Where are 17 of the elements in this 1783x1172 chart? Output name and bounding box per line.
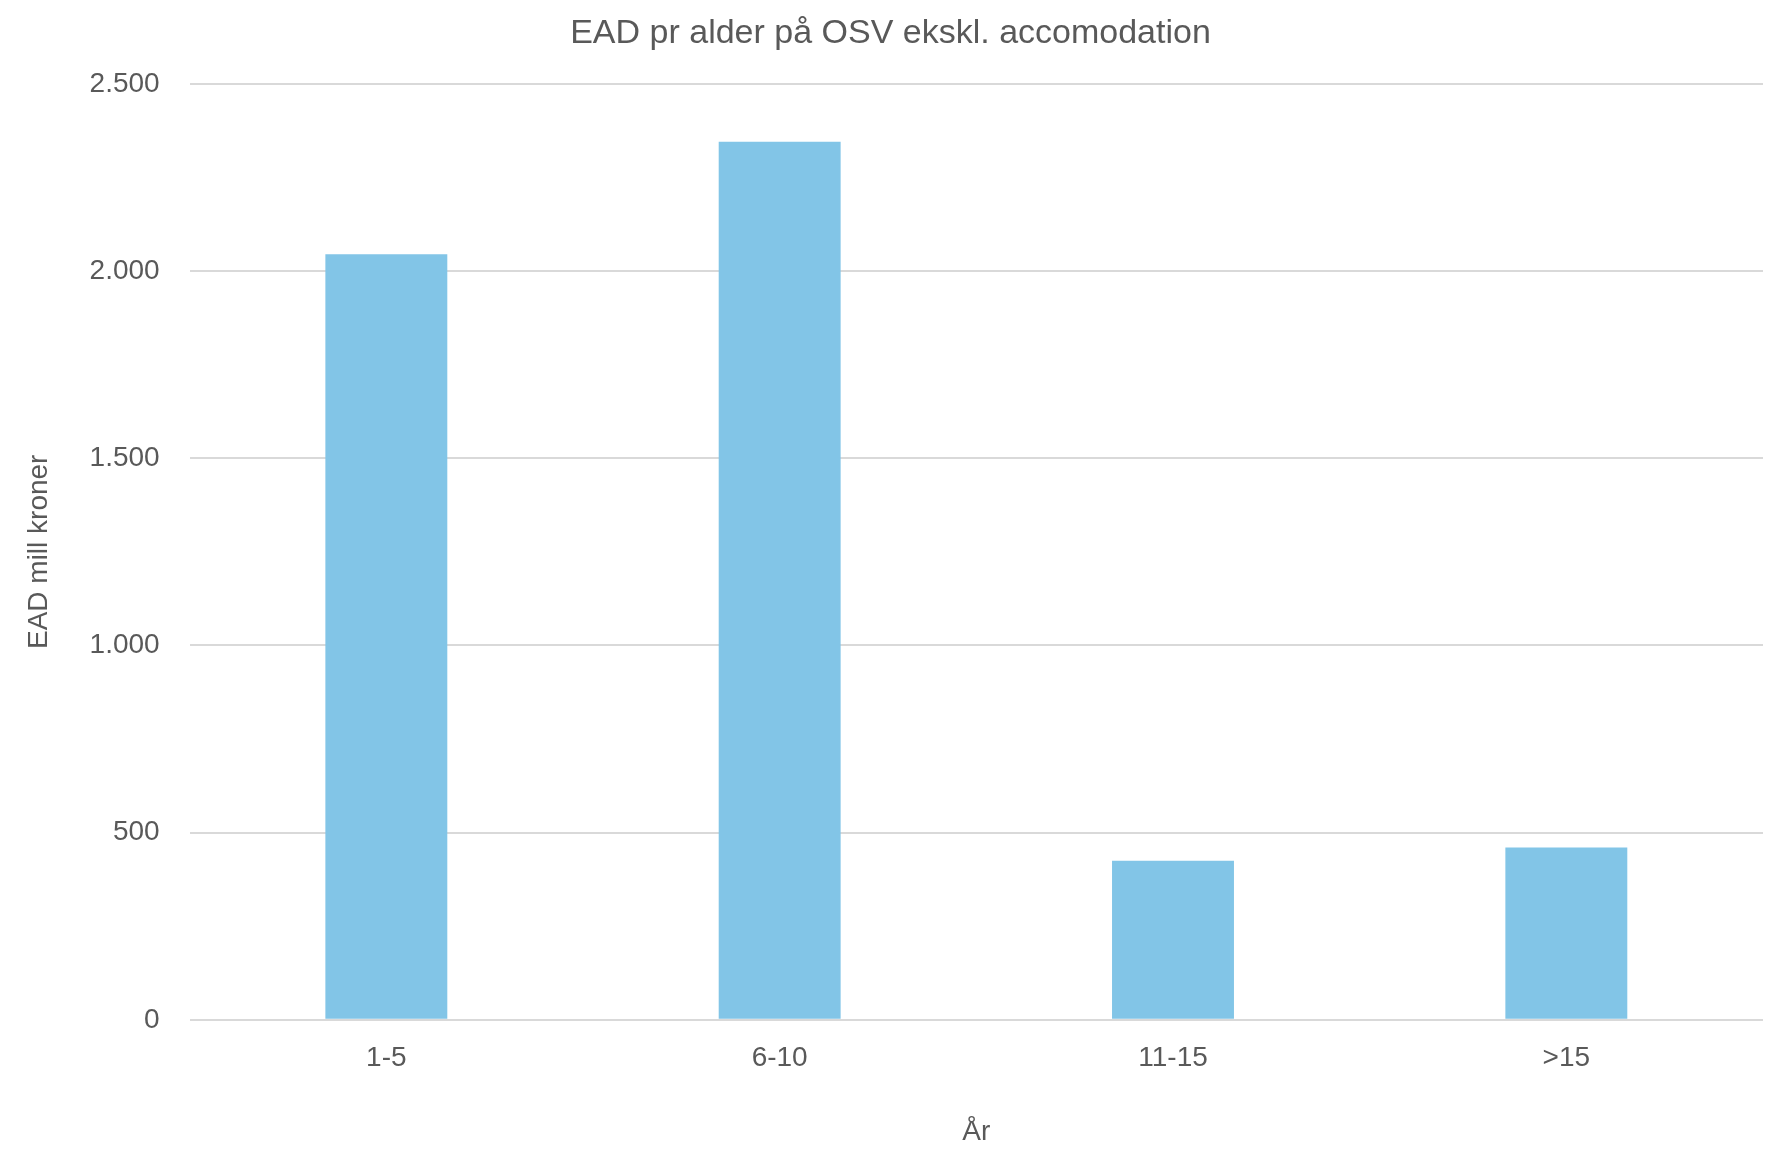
bar bbox=[1505, 847, 1628, 1019]
y-tick-label: 1.000 bbox=[89, 628, 160, 660]
y-tick-label: 500 bbox=[112, 815, 160, 847]
chart-title: EAD pr alder på OSV ekskl. accomodation bbox=[570, 11, 1211, 50]
x-axis-title: År bbox=[962, 1114, 991, 1146]
x-tick-label: 6-10 bbox=[751, 1041, 808, 1073]
x-tick-label: >15 bbox=[1542, 1041, 1591, 1073]
bar bbox=[718, 141, 841, 1019]
y-tick-label: 0 bbox=[144, 1002, 160, 1034]
bar bbox=[325, 254, 448, 1019]
x-tick-label: 1-5 bbox=[366, 1041, 407, 1073]
x-tick-label: 11-15 bbox=[1138, 1041, 1208, 1073]
y-tick-label: 1.500 bbox=[89, 440, 160, 472]
y-tick-label: 2.000 bbox=[89, 253, 160, 285]
y-tick-label: 2.500 bbox=[89, 66, 160, 98]
bar bbox=[1112, 860, 1234, 1019]
y-axis-title: EAD mill kroner bbox=[21, 454, 53, 650]
